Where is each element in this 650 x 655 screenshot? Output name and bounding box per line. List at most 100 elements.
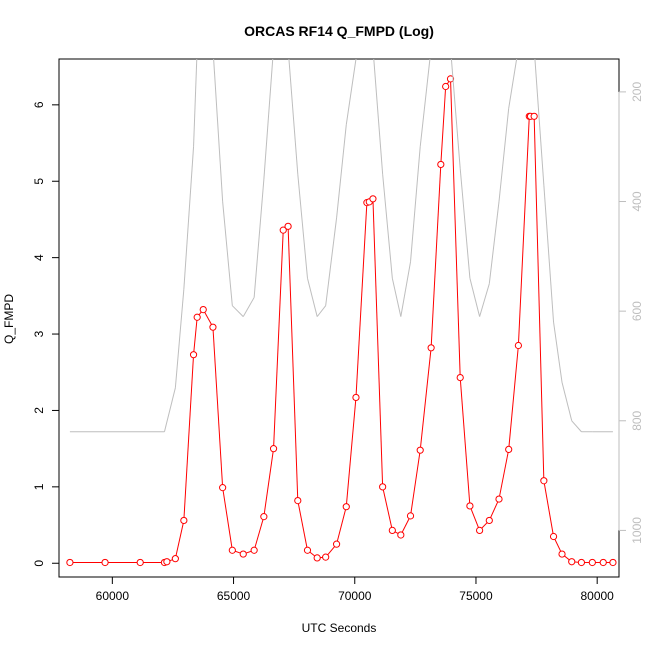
- series-right-segment: [571, 420, 582, 433]
- data-point: [199, 306, 207, 314]
- series-right-segment: [400, 261, 412, 317]
- data-point: [279, 226, 287, 234]
- series-right-segment: [336, 124, 347, 219]
- data-point: [209, 323, 217, 331]
- series-right: [69, 59, 613, 433]
- series-right-segment: [174, 289, 185, 388]
- data-point: [250, 546, 258, 554]
- data-point: [332, 540, 341, 548]
- series-left-segment: [488, 498, 500, 521]
- series-right-segment: [183, 146, 195, 290]
- series-left-segment: [517, 116, 530, 346]
- y2-tick-label: 400: [630, 191, 644, 211]
- series-left-segment: [543, 480, 555, 537]
- data-point: [505, 445, 513, 454]
- y-tick-label: 5: [32, 178, 46, 185]
- data-point: [284, 222, 292, 230]
- data-point: [388, 526, 396, 535]
- data-point: [406, 512, 415, 520]
- series-left-segment: [273, 230, 284, 449]
- series-right-segment: [391, 278, 402, 317]
- series-left-segment: [336, 506, 347, 545]
- series-right-segment: [561, 382, 573, 421]
- x-tick-label: 65000: [217, 589, 251, 603]
- data-point: [397, 531, 405, 539]
- data-point: [558, 550, 566, 558]
- series-right-segment: [488, 201, 500, 284]
- series-left-segment: [345, 397, 357, 507]
- series-left-segment: [287, 226, 299, 501]
- x-tick-label: 70000: [338, 589, 372, 603]
- series-left-segment: [508, 345, 519, 450]
- series-right-segment: [297, 174, 308, 279]
- series-right-segment: [288, 59, 299, 175]
- y2-tick-label: 800: [630, 410, 644, 430]
- series-right-segment: [508, 59, 518, 109]
- data-point: [466, 502, 474, 510]
- chart-title: ORCAS RF14 Q_FMPD (Log): [244, 23, 434, 39]
- data-point: [101, 558, 109, 567]
- data-point: [219, 484, 227, 492]
- data-point: [171, 555, 179, 563]
- data-point: [239, 550, 247, 558]
- series-right-segment: [163, 387, 176, 432]
- data-point: [189, 351, 198, 359]
- series-right-segment: [469, 278, 481, 317]
- series-right-segment: [459, 168, 471, 279]
- y-tick-label: 1: [32, 483, 46, 490]
- data-point: [303, 546, 312, 554]
- series-left-segment: [183, 354, 195, 521]
- series-left-segment: [533, 116, 545, 481]
- series-right-segment: [534, 59, 545, 186]
- series-left-segment: [419, 347, 432, 451]
- data-point: [476, 526, 484, 535]
- y2-tick-label: 1000: [630, 517, 644, 544]
- series-left-segment: [430, 164, 442, 348]
- data-point: [456, 373, 464, 382]
- series-left-segment: [355, 202, 368, 398]
- series-right-segment: [325, 217, 338, 306]
- data-point: [313, 554, 321, 562]
- series-right-segment: [263, 59, 274, 180]
- data-point: [577, 558, 586, 567]
- series-right-segment: [316, 305, 327, 317]
- data-point: [495, 495, 503, 503]
- series-right-segment: [382, 174, 393, 279]
- y-axis-label: Q_FMPD: [2, 294, 16, 344]
- data-point: [485, 516, 493, 525]
- y-tick-label: 4: [32, 254, 46, 261]
- y-tick-label: 0: [32, 560, 46, 567]
- series-left-segment: [253, 516, 265, 551]
- data-point: [342, 503, 350, 511]
- series-right-segment: [419, 59, 431, 147]
- series-right-segment: [222, 201, 233, 306]
- data-point: [442, 82, 450, 91]
- data-point: [540, 477, 548, 485]
- series-right-segment: [450, 59, 461, 169]
- data-point: [260, 513, 268, 521]
- series-layer: [66, 59, 617, 567]
- series-left-segment: [372, 198, 384, 487]
- series-left: [66, 75, 617, 567]
- y-tick-label: 6: [32, 101, 46, 108]
- series-left-segment: [450, 78, 461, 378]
- series-right-segment: [253, 179, 265, 298]
- data-point: [66, 558, 74, 567]
- x-tick-label: 75000: [459, 589, 493, 603]
- data-point: [416, 446, 424, 454]
- data-point: [294, 497, 302, 505]
- data-point: [514, 341, 522, 350]
- series-left-segment: [222, 487, 233, 551]
- y-tick-label: 3: [32, 330, 46, 337]
- data-point: [269, 445, 278, 453]
- series-left-segment: [193, 317, 198, 355]
- data-point: [446, 75, 455, 83]
- y2-tick-label: 200: [630, 82, 644, 102]
- series-left-segment: [469, 505, 481, 531]
- series-right-segment: [193, 59, 198, 147]
- series-left-segment: [440, 86, 447, 165]
- data-point: [549, 532, 558, 541]
- data-point: [379, 483, 387, 491]
